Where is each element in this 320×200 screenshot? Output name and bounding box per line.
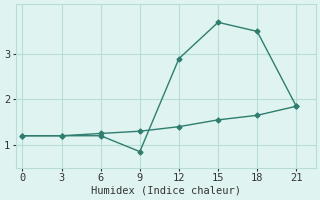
X-axis label: Humidex (Indice chaleur): Humidex (Indice chaleur) bbox=[91, 186, 241, 196]
